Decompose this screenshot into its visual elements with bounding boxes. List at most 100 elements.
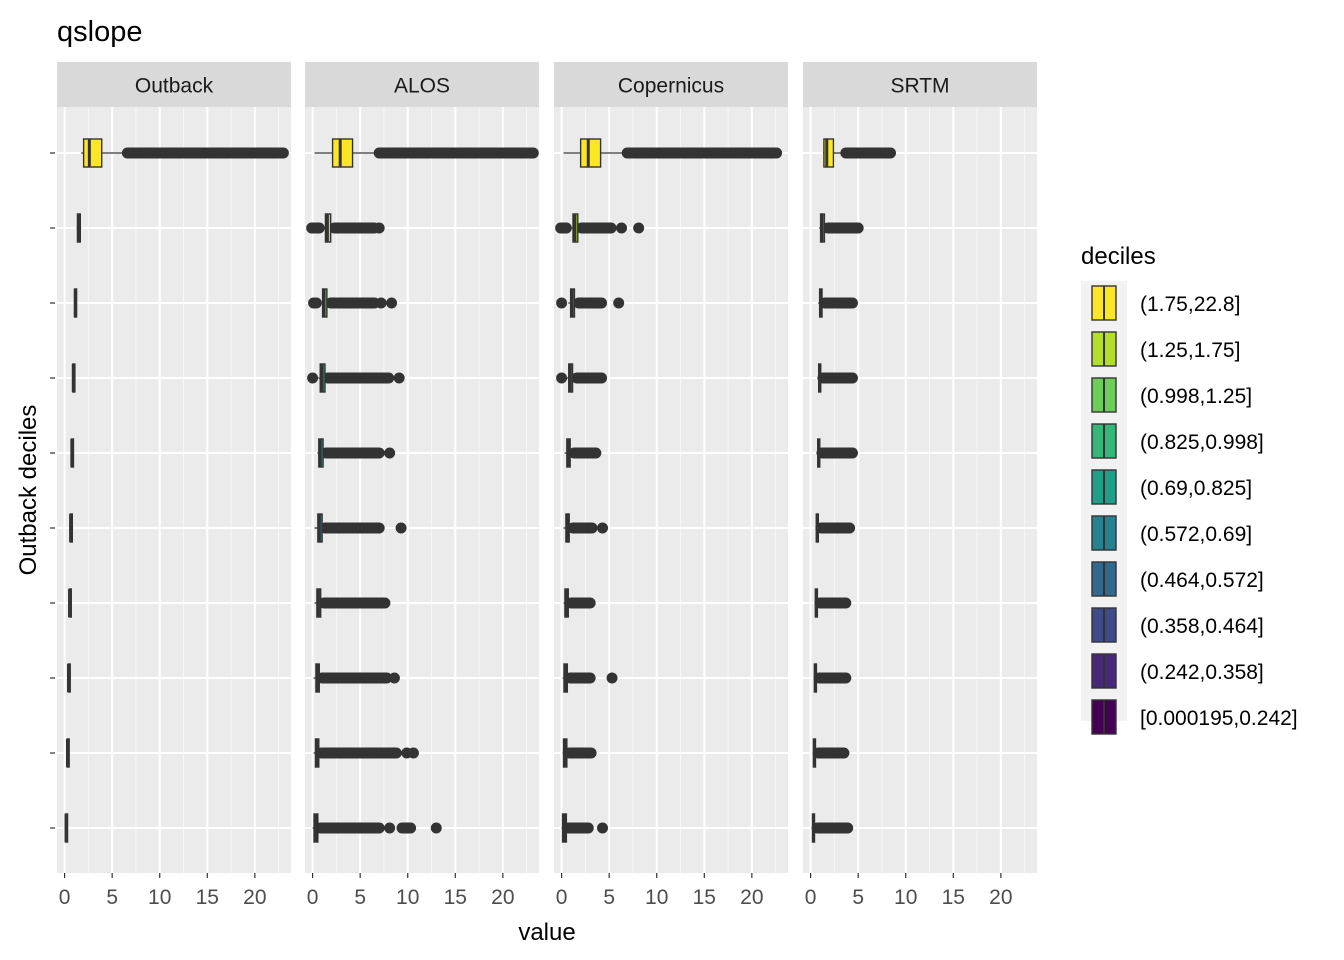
- x-axis-label: value: [518, 919, 575, 946]
- outlier-point: [307, 372, 319, 384]
- boxplot-copernicus-7: [562, 663, 618, 693]
- facet-label: SRTM: [890, 75, 949, 98]
- box: [331, 138, 354, 168]
- boxplot-outback-6: [68, 588, 72, 618]
- boxplot-outback-7: [67, 663, 71, 693]
- legend-item: (1.25,1.75]: [1091, 331, 1240, 367]
- outlier-point: [616, 222, 628, 234]
- legend-item: [0.000195,0.242]: [1091, 699, 1298, 735]
- boxplot-outback-8: [65, 738, 70, 768]
- facet-label: Copernicus: [618, 75, 724, 98]
- facet-panel-copernicus: Copernicus 0 5 10 15 20: [554, 62, 788, 909]
- boxplot-srtm-6: [814, 588, 852, 618]
- panels-layer: Outback 0 5 10 15 20 ALOS 0 5 10 15 20 Copernicus 0 5 1…: [50, 62, 1037, 909]
- legend-label: (1.75,22.8]: [1140, 293, 1240, 316]
- outlier-point: [386, 297, 398, 309]
- boxplot-alos-2: [308, 288, 398, 318]
- facet-panel-outback: Outback 0 5 10 15 20: [57, 62, 291, 909]
- boxplot-alos-9: [312, 813, 442, 843]
- panel-background: [305, 107, 539, 873]
- legend-label: (0.998,1.25]: [1140, 385, 1252, 408]
- facet-strip: [57, 62, 291, 107]
- boxplot-alos-8: [313, 738, 419, 768]
- facet-panel-srtm: SRTM 0 5 10 15 20: [803, 62, 1037, 909]
- legend-item: (0.358,0.464]: [1091, 607, 1264, 643]
- legend-label: (0.572,0.69]: [1140, 523, 1252, 546]
- outlier-point: [375, 297, 387, 309]
- boxplot-alos-6: [314, 588, 391, 618]
- x-tick-label: 15: [693, 886, 716, 909]
- legend-label: (0.69,0.825]: [1140, 477, 1252, 500]
- x-tick-label: 15: [444, 886, 467, 909]
- boxplot-copernicus-0: [563, 138, 783, 168]
- boxplot-srtm-0: [822, 138, 897, 168]
- boxplot-outback-3: [71, 363, 76, 393]
- x-tick-label: 15: [942, 886, 965, 909]
- x-tick-label: 10: [396, 886, 419, 909]
- x-tick-label: 10: [148, 886, 171, 909]
- x-tick-label: 20: [740, 886, 763, 909]
- boxplot-alos-5: [314, 513, 407, 543]
- facet-panel-alos: ALOS 0 5 10 15 20: [305, 62, 539, 909]
- boxplot-srtm-3: [817, 363, 858, 393]
- box: [579, 138, 602, 168]
- outlier-point: [606, 672, 618, 684]
- boxplot-copernicus-1: [555, 213, 645, 243]
- facet-label: ALOS: [394, 75, 450, 98]
- legend-label: (1.25,1.75]: [1140, 339, 1240, 362]
- boxplot-copernicus-6: [563, 588, 596, 618]
- legend-label: (0.825,0.998]: [1140, 431, 1264, 454]
- boxplot-copernicus-4: [564, 438, 602, 468]
- facet-strip: [803, 62, 1037, 107]
- x-tick-label: 15: [196, 886, 219, 909]
- x-tick-label: 0: [556, 886, 568, 909]
- x-tick-label: 20: [989, 886, 1012, 909]
- boxplot-alos-3: [307, 363, 405, 393]
- outlier-point: [613, 297, 625, 309]
- panel-background: [57, 107, 291, 873]
- outlier-point: [393, 372, 405, 384]
- x-tick-label: 0: [805, 886, 817, 909]
- outlier-point: [597, 822, 609, 834]
- legend-item: (0.464,0.572]: [1091, 561, 1264, 597]
- outlier-point: [633, 222, 645, 234]
- x-tick-label: 5: [603, 886, 615, 909]
- x-tick-label: 5: [106, 886, 118, 909]
- boxplot-alos-7: [313, 663, 400, 693]
- x-tick-label: 5: [354, 886, 366, 909]
- boxplot-alos-0: [314, 138, 539, 168]
- outlier-point: [430, 822, 442, 834]
- chart-title: qslope: [57, 16, 142, 48]
- legend-item: (0.69,0.825]: [1091, 469, 1252, 505]
- y-axis-label: Outback deciles: [15, 405, 42, 576]
- x-tick-label: 0: [59, 886, 71, 909]
- legend-label: [0.000195,0.242]: [1140, 707, 1298, 730]
- facet-strip: [554, 62, 788, 107]
- legend-item: (0.572,0.69]: [1091, 515, 1252, 551]
- legend-label: (0.242,0.358]: [1140, 661, 1264, 684]
- boxplot-alos-4: [317, 438, 396, 468]
- x-tick-label: 0: [307, 886, 319, 909]
- panel-background: [554, 107, 788, 873]
- outlier-point: [384, 822, 396, 834]
- boxplot-copernicus-5: [563, 513, 609, 543]
- boxplot-srtm-4: [816, 438, 858, 468]
- boxplot-outback-0: [81, 138, 289, 168]
- boxplot-outback-2: [73, 288, 78, 318]
- outlier-point: [384, 447, 396, 459]
- legend-label: (0.464,0.572]: [1140, 569, 1264, 592]
- boxplot-copernicus-2: [556, 288, 625, 318]
- boxplot-srtm-5: [815, 513, 856, 543]
- box: [82, 138, 103, 168]
- boxplot-srtm-2: [818, 288, 858, 318]
- legend-title: deciles: [1081, 243, 1156, 270]
- legend-item: (1.75,22.8]: [1091, 285, 1240, 321]
- legend-item: (0.242,0.358]: [1091, 653, 1264, 689]
- outlier-point: [597, 522, 609, 534]
- x-tick-label: 5: [852, 886, 864, 909]
- outlier-point: [388, 672, 400, 684]
- boxplot-outback-1: [76, 213, 82, 243]
- outlier-point: [556, 372, 568, 384]
- x-tick-label: 10: [894, 886, 917, 909]
